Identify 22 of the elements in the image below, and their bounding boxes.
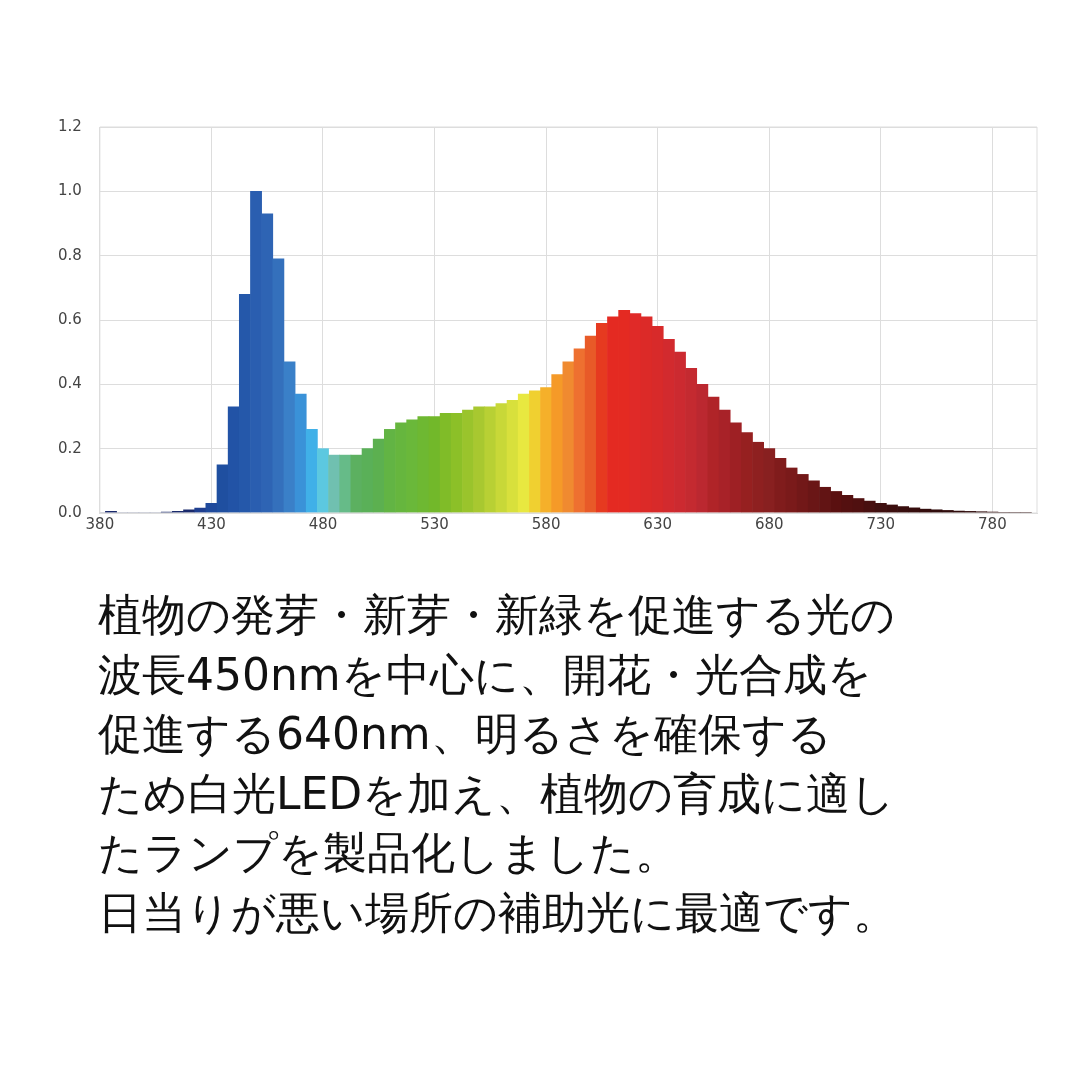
y-tick-label: 1.0	[58, 181, 82, 200]
text: 促進する640nm、明るさを確保する	[98, 707, 833, 761]
x-tick-label: 680	[754, 514, 784, 533]
y-tick-label: 0.6	[58, 309, 82, 328]
text: ため白光LEDを加え、植物の育成に適し	[98, 766, 897, 821]
x-tick-label: 580	[531, 514, 561, 533]
x-tick-label: 730	[866, 514, 896, 533]
x-tick-label: 380	[85, 514, 115, 533]
text: たランプを製品化しました。	[98, 826, 680, 880]
text: 植物の発芽・新芽・新緑を促進する光の	[98, 588, 896, 642]
text: 日当りが悪い場所の補助光に最適です。	[98, 885, 897, 940]
x-tick-label: 480	[308, 514, 338, 533]
y-tick-label: 0.8	[58, 245, 82, 264]
x-tick-label: 530	[420, 514, 449, 533]
x-tick-label: 630	[643, 514, 672, 533]
y-tick-label: 0.2	[58, 438, 82, 457]
y-tick-label: 0.4	[58, 374, 82, 393]
text: 波長450nmを中心に、開花・光合成を	[98, 647, 873, 702]
y-tick-label: 0.0	[58, 502, 82, 521]
x-tick-label: 780	[978, 514, 1007, 533]
y-tick-label: 1.2	[58, 116, 82, 135]
x-tick-label: 430	[197, 514, 226, 533]
